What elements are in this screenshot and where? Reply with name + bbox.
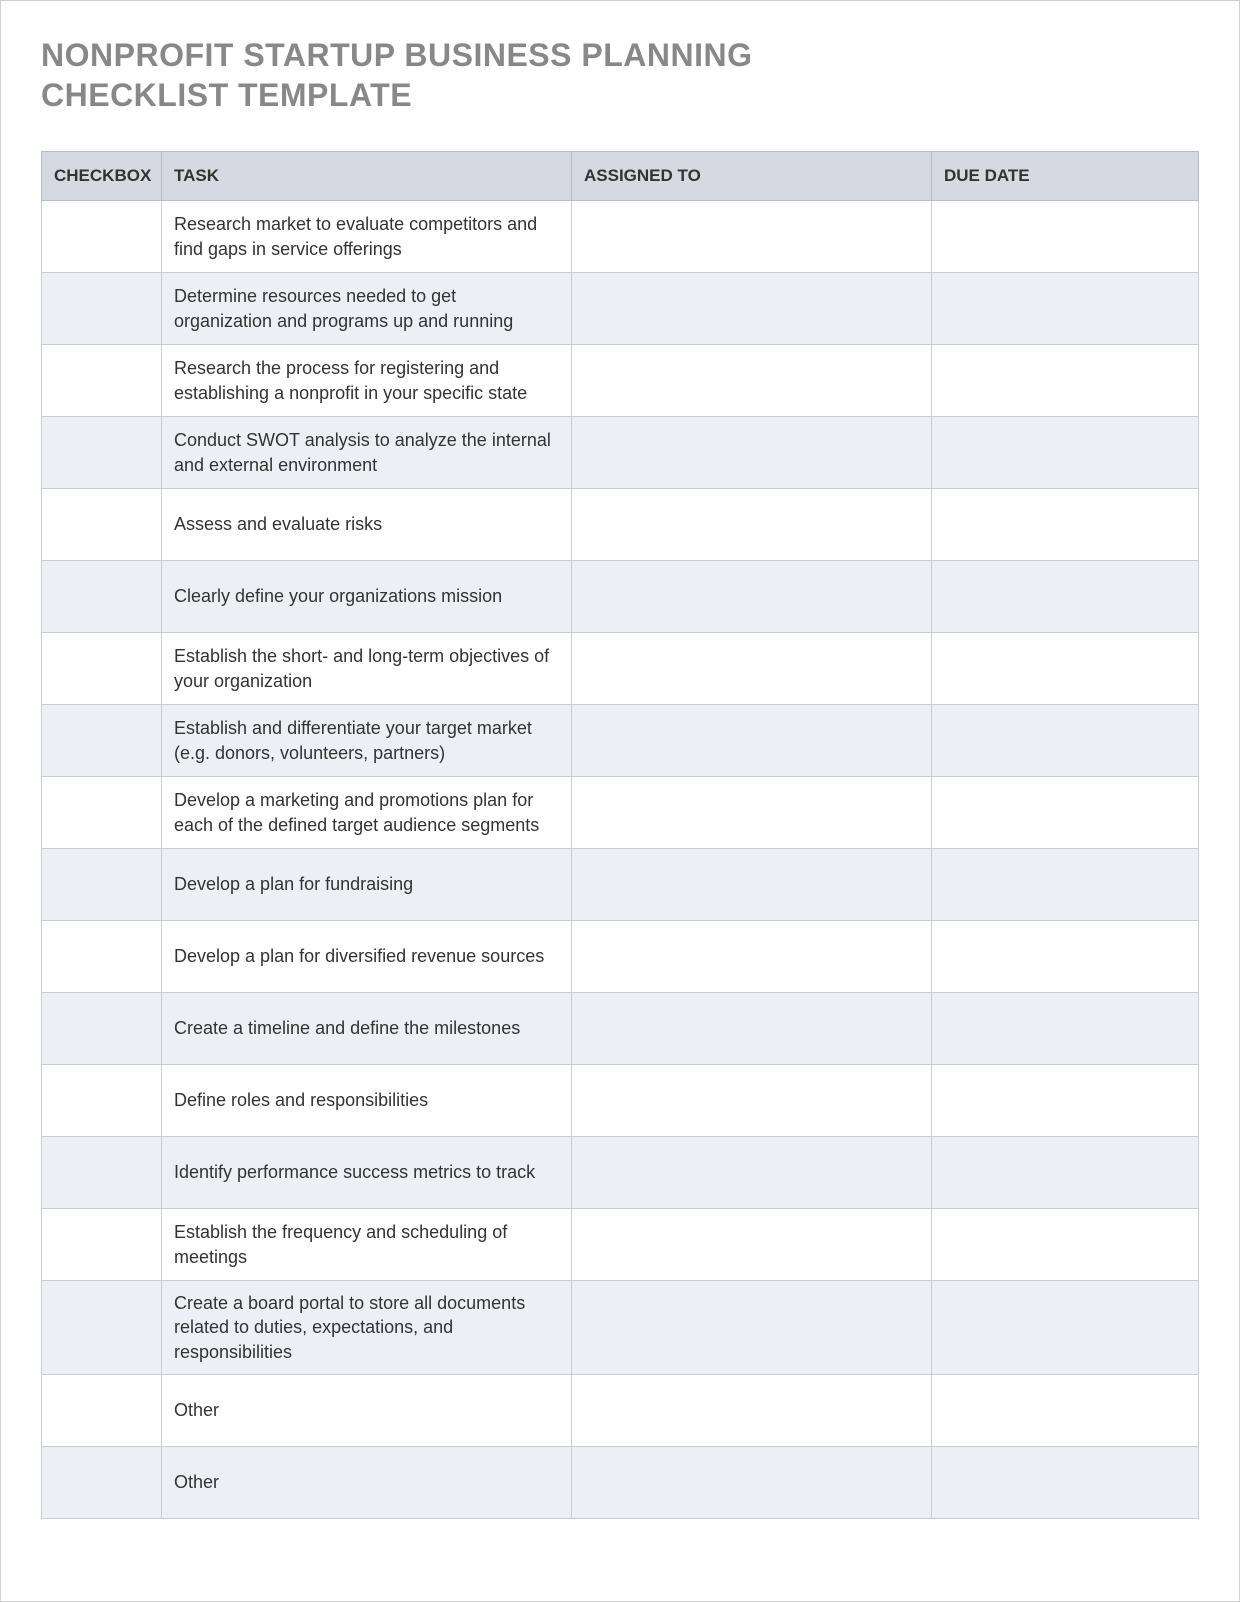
cell-assigned-to[interactable] xyxy=(572,777,932,849)
table-row: Other xyxy=(42,1374,1199,1446)
cell-checkbox[interactable] xyxy=(42,345,162,417)
cell-assigned-to[interactable] xyxy=(572,273,932,345)
table-row: Develop a plan for fundraising xyxy=(42,849,1199,921)
cell-checkbox[interactable] xyxy=(42,1137,162,1209)
cell-assigned-to[interactable] xyxy=(572,1281,932,1375)
cell-due-date[interactable] xyxy=(932,705,1199,777)
cell-task: Clearly define your organizations missio… xyxy=(162,561,572,633)
cell-due-date[interactable] xyxy=(932,561,1199,633)
cell-task: Conduct SWOT analysis to analyze the int… xyxy=(162,417,572,489)
cell-task: Define roles and responsibilities xyxy=(162,1065,572,1137)
table-row: Establish the short- and long-term objec… xyxy=(42,633,1199,705)
cell-task: Other xyxy=(162,1374,572,1446)
cell-checkbox[interactable] xyxy=(42,1281,162,1375)
cell-checkbox[interactable] xyxy=(42,1065,162,1137)
cell-task: Develop a marketing and promotions plan … xyxy=(162,777,572,849)
cell-assigned-to[interactable] xyxy=(572,417,932,489)
checklist-table: CHECKBOX TASK ASSIGNED TO DUE DATE Resea… xyxy=(41,151,1199,1519)
cell-due-date[interactable] xyxy=(932,273,1199,345)
cell-task: Research the process for registering and… xyxy=(162,345,572,417)
cell-checkbox[interactable] xyxy=(42,561,162,633)
table-row: Determine resources needed to get organi… xyxy=(42,273,1199,345)
cell-task: Develop a plan for fundraising xyxy=(162,849,572,921)
cell-assigned-to[interactable] xyxy=(572,1137,932,1209)
col-header-assigned-to: ASSIGNED TO xyxy=(572,152,932,201)
table-row: Clearly define your organizations missio… xyxy=(42,561,1199,633)
cell-checkbox[interactable] xyxy=(42,777,162,849)
cell-due-date[interactable] xyxy=(932,417,1199,489)
cell-due-date[interactable] xyxy=(932,1137,1199,1209)
cell-assigned-to[interactable] xyxy=(572,1446,932,1518)
cell-checkbox[interactable] xyxy=(42,1446,162,1518)
cell-due-date[interactable] xyxy=(932,1446,1199,1518)
cell-checkbox[interactable] xyxy=(42,921,162,993)
table-row: Research market to evaluate competitors … xyxy=(42,201,1199,273)
table-row: Assess and evaluate risks xyxy=(42,489,1199,561)
cell-assigned-to[interactable] xyxy=(572,561,932,633)
cell-due-date[interactable] xyxy=(932,993,1199,1065)
cell-due-date[interactable] xyxy=(932,1209,1199,1281)
cell-due-date[interactable] xyxy=(932,1374,1199,1446)
cell-due-date[interactable] xyxy=(932,489,1199,561)
table-row: Develop a marketing and promotions plan … xyxy=(42,777,1199,849)
cell-checkbox[interactable] xyxy=(42,417,162,489)
table-row: Identify performance success metrics to … xyxy=(42,1137,1199,1209)
cell-task: Create a board portal to store all docum… xyxy=(162,1281,572,1375)
table-row: Develop a plan for diversified revenue s… xyxy=(42,921,1199,993)
page-title: NONPROFIT STARTUP BUSINESS PLANNING CHEC… xyxy=(41,35,841,115)
cell-checkbox[interactable] xyxy=(42,993,162,1065)
cell-assigned-to[interactable] xyxy=(572,1065,932,1137)
cell-assigned-to[interactable] xyxy=(572,849,932,921)
cell-task: Determine resources needed to get organi… xyxy=(162,273,572,345)
col-header-due-date: DUE DATE xyxy=(932,152,1199,201)
cell-checkbox[interactable] xyxy=(42,633,162,705)
cell-task: Identify performance success metrics to … xyxy=(162,1137,572,1209)
cell-task: Research market to evaluate competitors … xyxy=(162,201,572,273)
cell-assigned-to[interactable] xyxy=(572,993,932,1065)
cell-assigned-to[interactable] xyxy=(572,489,932,561)
cell-due-date[interactable] xyxy=(932,633,1199,705)
table-body: Research market to evaluate competitors … xyxy=(42,201,1199,1519)
cell-checkbox[interactable] xyxy=(42,1374,162,1446)
cell-task: Establish the frequency and scheduling o… xyxy=(162,1209,572,1281)
cell-checkbox[interactable] xyxy=(42,1209,162,1281)
cell-checkbox[interactable] xyxy=(42,849,162,921)
cell-checkbox[interactable] xyxy=(42,705,162,777)
table-row: Establish and differentiate your target … xyxy=(42,705,1199,777)
cell-task: Other xyxy=(162,1446,572,1518)
cell-checkbox[interactable] xyxy=(42,201,162,273)
cell-due-date[interactable] xyxy=(932,1281,1199,1375)
table-row: Research the process for registering and… xyxy=(42,345,1199,417)
table-row: Other xyxy=(42,1446,1199,1518)
cell-assigned-to[interactable] xyxy=(572,705,932,777)
cell-task: Create a timeline and define the milesto… xyxy=(162,993,572,1065)
cell-checkbox[interactable] xyxy=(42,489,162,561)
cell-task: Develop a plan for diversified revenue s… xyxy=(162,921,572,993)
col-header-checkbox: CHECKBOX xyxy=(42,152,162,201)
table-row: Establish the frequency and scheduling o… xyxy=(42,1209,1199,1281)
cell-assigned-to[interactable] xyxy=(572,1209,932,1281)
table-row: Create a timeline and define the milesto… xyxy=(42,993,1199,1065)
cell-assigned-to[interactable] xyxy=(572,921,932,993)
cell-assigned-to[interactable] xyxy=(572,1374,932,1446)
table-row: Define roles and responsibilities xyxy=(42,1065,1199,1137)
col-header-task: TASK xyxy=(162,152,572,201)
table-row: Conduct SWOT analysis to analyze the int… xyxy=(42,417,1199,489)
document-page: NONPROFIT STARTUP BUSINESS PLANNING CHEC… xyxy=(0,0,1240,1602)
cell-assigned-to[interactable] xyxy=(572,201,932,273)
cell-task: Establish the short- and long-term objec… xyxy=(162,633,572,705)
cell-due-date[interactable] xyxy=(932,201,1199,273)
cell-due-date[interactable] xyxy=(932,1065,1199,1137)
cell-due-date[interactable] xyxy=(932,777,1199,849)
cell-assigned-to[interactable] xyxy=(572,345,932,417)
table-row: Create a board portal to store all docum… xyxy=(42,1281,1199,1375)
cell-assigned-to[interactable] xyxy=(572,633,932,705)
table-header: CHECKBOX TASK ASSIGNED TO DUE DATE xyxy=(42,152,1199,201)
cell-due-date[interactable] xyxy=(932,345,1199,417)
cell-checkbox[interactable] xyxy=(42,273,162,345)
cell-due-date[interactable] xyxy=(932,921,1199,993)
cell-task: Establish and differentiate your target … xyxy=(162,705,572,777)
cell-task: Assess and evaluate risks xyxy=(162,489,572,561)
cell-due-date[interactable] xyxy=(932,849,1199,921)
